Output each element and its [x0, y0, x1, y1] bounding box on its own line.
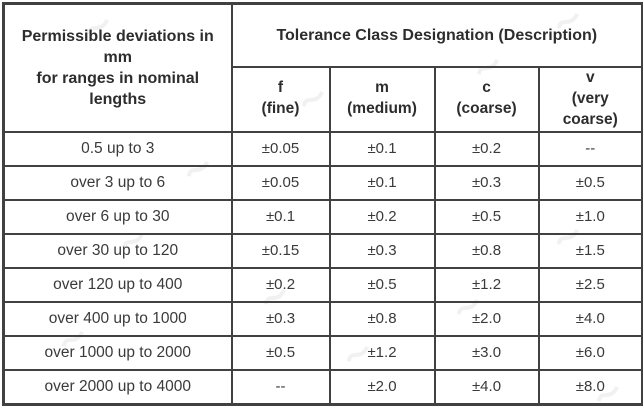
- value-cell: ±0.15: [230, 232, 331, 269]
- value-cell: ±0.3: [328, 232, 436, 269]
- value-cell: ±1.2: [433, 266, 540, 303]
- value-cell: ±0.1: [230, 198, 331, 235]
- value-cell: ±3.0: [433, 334, 540, 371]
- value-cell: ±2.5: [537, 266, 643, 303]
- value-cell: ±0.5: [433, 198, 540, 235]
- range-cell: over 3 up to 6: [2, 164, 233, 201]
- table-body: 0.5 up to 3 ±0.05 ±0.1 ±0.2 -- over 3 up to 6…: [2, 130, 643, 406]
- value-cell: ±6.0: [537, 334, 643, 371]
- table-row: over 120 up to 400 ±0.2 ±0.5 ±1.2 ±2.5: [2, 266, 643, 303]
- value-cell: ±0.3: [230, 300, 331, 337]
- class-label: (coarse): [456, 100, 517, 118]
- column-header-c: c (coarse): [433, 66, 540, 133]
- class-label: (fine): [261, 100, 300, 118]
- table-row: over 2000 up to 4000 -- ±2.0 ±4.0 ±8.0: [2, 368, 643, 406]
- table-row: over 30 up to 120 ±0.15 ±0.3 ±0.8 ±1.5: [2, 232, 643, 269]
- header-row-classes: f (fine) m (medium) c (coarse) v (very c…: [4, 66, 643, 133]
- range-cell: over 30 up to 120: [2, 232, 233, 269]
- range-cell: over 400 up to 1000: [2, 300, 233, 337]
- value-cell: ±0.8: [328, 300, 436, 337]
- column-header-m: m (medium): [328, 66, 436, 133]
- value-cell: ±0.05: [230, 164, 331, 201]
- corner-header-line2: for ranges in nominal lengths: [36, 69, 200, 108]
- table-row: over 400 up to 1000 ±0.3 ±0.8 ±2.0 ±4.0: [2, 300, 643, 337]
- class-symbol: c: [482, 79, 491, 97]
- value-cell: ±0.05: [230, 130, 331, 167]
- value-cell: ±0.2: [230, 266, 331, 303]
- range-cell: over 120 up to 400: [2, 266, 233, 303]
- value-cell: ±4.0: [537, 300, 643, 337]
- class-symbol: m: [375, 79, 389, 97]
- value-cell: ±0.2: [433, 130, 540, 167]
- value-cell: ±1.0: [537, 198, 643, 235]
- header-row-group: Permissible deviations in mm for ranges …: [2, 2, 643, 133]
- class-symbol: f: [277, 79, 284, 97]
- range-cell: over 1000 up to 2000: [2, 334, 233, 371]
- value-cell: ±0.8: [433, 232, 540, 269]
- value-cell: ±0.5: [328, 266, 436, 303]
- value-cell: ±1.5: [537, 232, 643, 269]
- range-cell: over 6 up to 30: [2, 198, 233, 235]
- value-cell: ±2.0: [433, 300, 540, 337]
- class-label: (medium): [347, 100, 417, 118]
- group-header: Tolerance Class Designation (Description…: [230, 2, 643, 68]
- column-header-v: v (very coarse): [537, 66, 643, 133]
- value-cell: ±0.1: [328, 164, 436, 201]
- value-cell: ±0.1: [328, 130, 436, 167]
- value-cell: ±0.5: [537, 164, 643, 201]
- value-cell: ±2.0: [328, 368, 436, 406]
- value-cell: --: [230, 368, 331, 406]
- table-row: 0.5 up to 3 ±0.05 ±0.1 ±0.2 --: [2, 130, 643, 167]
- value-cell: --: [537, 130, 643, 167]
- table-row: over 1000 up to 2000 ±0.5 ±1.2 ±3.0 ±6.0: [2, 334, 643, 371]
- column-header-f: f (fine): [230, 66, 331, 133]
- value-cell: ±0.3: [433, 164, 540, 201]
- value-cell: ±0.2: [328, 198, 436, 235]
- corner-header: Permissible deviations in mm for ranges …: [2, 2, 233, 133]
- table-row: over 3 up to 6 ±0.05 ±0.1 ±0.3 ±0.5: [2, 164, 643, 201]
- range-cell: over 2000 up to 4000: [2, 368, 233, 406]
- value-cell: ±4.0: [433, 368, 540, 406]
- class-label: (very coarse): [562, 89, 618, 128]
- class-symbol: v: [585, 69, 595, 86]
- range-cell: 0.5 up to 3: [2, 130, 233, 167]
- table-row: over 6 up to 30 ±0.1 ±0.2 ±0.5 ±1.0: [2, 198, 643, 235]
- corner-header-line1: Permissible deviations in mm: [21, 27, 214, 66]
- value-cell: ±8.0: [537, 368, 643, 406]
- value-cell: ±0.5: [230, 334, 331, 371]
- value-cell: ±1.2: [328, 334, 436, 371]
